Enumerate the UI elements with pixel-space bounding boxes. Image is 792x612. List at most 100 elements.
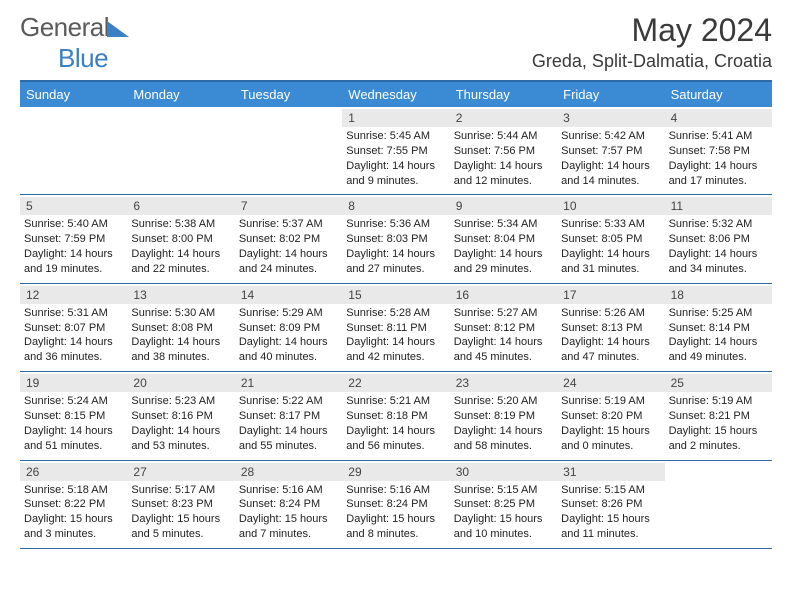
calendar-cell: 28Sunrise: 5:16 AMSunset: 8:24 PMDayligh… [235,460,342,548]
calendar-cell: 31 Sunrise: 5:15 AMSunset: 8:26 PMDayligh… [557,460,664,548]
calendar-cell: 4 Sunrise: 5:41 AMSunset: 7:58 PMDaylight… [665,107,772,194]
calendar-cell [20,107,127,194]
day-number: 17 [557,286,664,304]
day-number: 22 [342,374,449,392]
calendar-cell: 11 Sunrise: 5:32 AMSunset: 8:06 PMDayligh… [665,194,772,282]
calendar-cell: 12Sunrise: 5:31 AMSunset: 8:07 PMDayligh… [20,283,127,371]
day-number: 12 [20,286,127,304]
day-info: Sunrise: 5:29 AMSunset: 8:09 PMDaylight:… [239,306,338,365]
day-number: 21 [235,374,342,392]
day-number: 3 [557,109,664,127]
logo-text: General Blue [20,12,129,74]
day-number: 13 [127,286,234,304]
day-info: Sunrise: 5:16 AMSunset: 8:24 PMDaylight:… [346,483,445,542]
day-number: 26 [20,463,127,481]
day-number: 30 [450,463,557,481]
calendar-cell: 24 Sunrise: 5:19 AMSunset: 8:20 PMDayligh… [557,371,664,459]
day-number: 15 [342,286,449,304]
day-info: Sunrise: 5:26 AMSunset: 8:13 PMDaylight:… [561,306,660,365]
calendar-cell: 7 Sunrise: 5:37 AMSunset: 8:02 PMDaylight… [235,194,342,282]
day-header-tuesday: Tuesday [235,82,342,107]
day-info: Sunrise: 5:38 AMSunset: 8:00 PMDaylight:… [131,217,230,276]
day-info: Sunrise: 5:23 AMSunset: 8:16 PMDaylight:… [131,394,230,453]
day-info: Sunrise: 5:20 AMSunset: 8:19 PMDaylight:… [454,394,553,453]
day-info: Sunrise: 5:21 AMSunset: 8:18 PMDaylight:… [346,394,445,453]
logo-word-blue: Blue [58,43,108,73]
day-info: Sunrise: 5:24 AMSunset: 8:15 PMDaylight:… [24,394,123,453]
calendar-cell: 5 Sunrise: 5:40 AMSunset: 7:59 PMDaylight… [20,194,127,282]
day-number: 18 [665,286,772,304]
day-info: Sunrise: 5:34 AMSunset: 8:04 PMDaylight:… [454,217,553,276]
day-info: Sunrise: 5:18 AMSunset: 8:22 PMDaylight:… [24,483,123,542]
calendar-cell: 8 Sunrise: 5:36 AMSunset: 8:03 PMDaylight… [342,194,449,282]
day-number: 23 [450,374,557,392]
calendar-cell: 25 Sunrise: 5:19 AMSunset: 8:21 PMDayligh… [665,371,772,459]
day-info: Sunrise: 5:37 AMSunset: 8:02 PMDaylight:… [239,217,338,276]
calendar-cell: 6 Sunrise: 5:38 AMSunset: 8:00 PMDaylight… [127,194,234,282]
calendar-cell [665,460,772,548]
day-number: 1 [342,109,449,127]
day-info: Sunrise: 5:25 AMSunset: 8:14 PMDaylight:… [669,306,768,365]
calendar-cell: 17 Sunrise: 5:26 AMSunset: 8:13 PMDayligh… [557,283,664,371]
day-number: 6 [127,197,234,215]
day-info: Sunrise: 5:19 AMSunset: 8:21 PMDaylight:… [669,394,768,453]
calendar-cell: 9 Sunrise: 5:34 AMSunset: 8:04 PMDaylight… [450,194,557,282]
calendar-cell: 26 Sunrise: 5:18 AMSunset: 8:22 PMDayligh… [20,460,127,548]
day-info: Sunrise: 5:44 AMSunset: 7:56 PMDaylight:… [454,129,553,188]
day-info: Sunrise: 5:15 AMSunset: 8:26 PMDaylight:… [561,483,660,542]
month-title: May 2024 [532,12,772,49]
day-number: 27 [127,463,234,481]
day-number: 25 [665,374,772,392]
day-number: 14 [235,286,342,304]
day-info: Sunrise: 5:42 AMSunset: 7:57 PMDaylight:… [561,129,660,188]
day-info: Sunrise: 5:40 AMSunset: 7:59 PMDaylight:… [24,217,123,276]
calendar-cell: 2 Sunrise: 5:44 AMSunset: 7:56 PMDaylight… [450,107,557,194]
calendar-cell: 20Sunrise: 5:23 AMSunset: 8:16 PMDayligh… [127,371,234,459]
title-block: May 2024 Greda, Split-Dalmatia, Croatia [532,12,772,72]
day-info: Sunrise: 5:41 AMSunset: 7:58 PMDaylight:… [669,129,768,188]
calendar-header-row: Sunday Monday Tuesday Wednesday Thursday… [20,82,772,107]
calendar-cell [127,107,234,194]
day-number: 4 [665,109,772,127]
calendar-cell: 13Sunrise: 5:30 AMSunset: 8:08 PMDayligh… [127,283,234,371]
calendar-cell: 30 Sunrise: 5:15 AMSunset: 8:25 PMDayligh… [450,460,557,548]
calendar-cell: 1Sunrise: 5:45 AMSunset: 7:55 PMDaylight… [342,107,449,194]
day-number: 31 [557,463,664,481]
calendar: Sunday Monday Tuesday Wednesday Thursday… [20,80,772,549]
day-info: Sunrise: 5:33 AMSunset: 8:05 PMDaylight:… [561,217,660,276]
day-number: 11 [665,197,772,215]
day-info: Sunrise: 5:19 AMSunset: 8:20 PMDaylight:… [561,394,660,453]
day-info: Sunrise: 5:22 AMSunset: 8:17 PMDaylight:… [239,394,338,453]
calendar-cell: 22 Sunrise: 5:21 AMSunset: 8:18 PMDayligh… [342,371,449,459]
day-number: 5 [20,197,127,215]
calendar-cell: 29 Sunrise: 5:16 AMSunset: 8:24 PMDayligh… [342,460,449,548]
day-number: 2 [450,109,557,127]
day-number: 19 [20,374,127,392]
day-info: Sunrise: 5:36 AMSunset: 8:03 PMDaylight:… [346,217,445,276]
calendar-cell: 10Sunrise: 5:33 AMSunset: 8:05 PMDayligh… [557,194,664,282]
logo-word-general: General [20,12,109,42]
day-header-wednesday: Wednesday [342,82,449,107]
header: General Blue May 2024 Greda, Split-Dalma… [20,12,772,74]
calendar-cell: 14 Sunrise: 5:29 AMSunset: 8:09 PMDayligh… [235,283,342,371]
day-header-saturday: Saturday [665,82,772,107]
day-header-thursday: Thursday [450,82,557,107]
day-header-sunday: Sunday [20,82,127,107]
logo: General Blue [20,12,129,74]
logo-triangle-icon [107,21,129,37]
day-header-friday: Friday [557,82,664,107]
day-info: Sunrise: 5:16 AMSunset: 8:24 PMDaylight:… [239,483,338,542]
calendar-cell [235,107,342,194]
day-number: 7 [235,197,342,215]
day-number: 16 [450,286,557,304]
day-info: Sunrise: 5:32 AMSunset: 8:06 PMDaylight:… [669,217,768,276]
day-info: Sunrise: 5:15 AMSunset: 8:25 PMDaylight:… [454,483,553,542]
day-number: 8 [342,197,449,215]
day-info: Sunrise: 5:27 AMSunset: 8:12 PMDaylight:… [454,306,553,365]
day-number: 29 [342,463,449,481]
day-number: 24 [557,374,664,392]
calendar-cell: 18 Sunrise: 5:25 AMSunset: 8:14 PMDayligh… [665,283,772,371]
calendar-cell: 15Sunrise: 5:28 AMSunset: 8:11 PMDayligh… [342,283,449,371]
day-header-monday: Monday [127,82,234,107]
day-number: 9 [450,197,557,215]
